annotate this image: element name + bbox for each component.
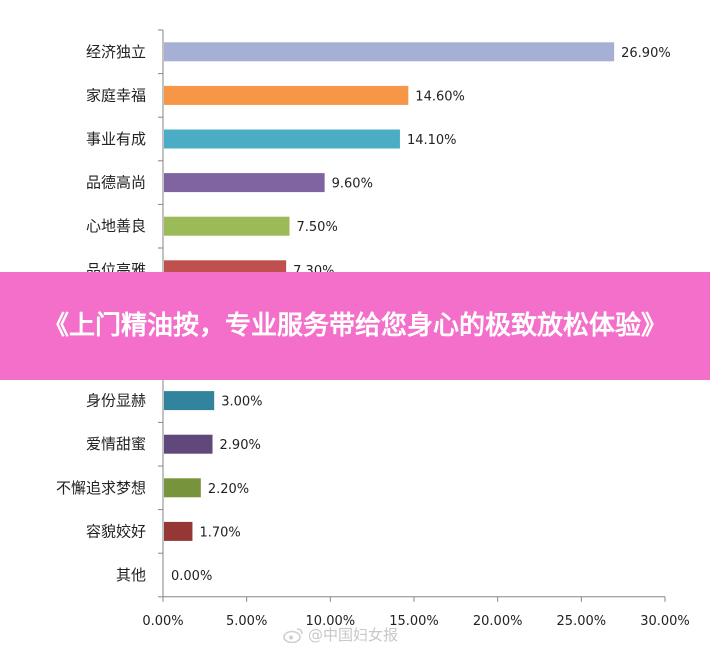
category-label: 爱情甜蜜 [86,435,146,453]
category-label: 不懈追求梦想 [56,479,146,497]
category-label: 容貌姣好 [86,522,146,540]
x-tick-labels: 0.00% 5.00% 10.00% 15.00% 20.00% 25.00% 30.00% [142,614,689,629]
category-label: 心地善良 [86,217,146,235]
value-label: 26.90% [621,46,671,61]
x-tick-label: 5.00% [226,614,267,629]
value-label: 14.10% [407,133,457,148]
overlay-banner: 《上门精油按，专业服务带给您身心的极致放松体验》 [0,272,710,380]
category-label: 经济独立 [86,43,146,61]
category-label: 其他 [116,566,146,584]
value-label: 3.00% [221,395,262,410]
category-label: 事业有成 [86,130,146,148]
weibo-icon [283,627,303,643]
x-tick-label: 20.00% [473,614,523,629]
x-tick-label: 30.00% [640,614,690,629]
bar [164,42,615,62]
bar [164,478,201,498]
watermark-text: @中国妇女报 [308,626,399,644]
bar [164,434,213,454]
x-tick-label: 10.00% [306,614,356,629]
bar [164,129,400,149]
bar [164,216,290,236]
watermark: @中国妇女报 [282,624,398,645]
bar [164,85,409,105]
value-label: 14.60% [415,89,465,104]
value-label: 1.70% [199,525,240,540]
bars-layer [164,42,615,541]
bar [164,521,193,541]
bar [164,391,215,411]
value-label: 2.90% [220,438,261,453]
banner-title: 《上门精油按，专业服务带给您身心的极致放松体验》 [42,311,667,341]
value-label: 2.20% [208,482,249,497]
value-label: 9.60% [332,177,373,192]
value-label: 7.50% [297,220,338,235]
x-tick-label: 0.00% [142,614,183,629]
x-tick-label: 25.00% [557,614,607,629]
category-label: 家庭幸福 [86,86,146,104]
category-label: 品德高尚 [86,174,146,192]
category-label: 身份显赫 [86,392,146,410]
x-tick-label: 15.00% [389,614,439,629]
value-label: 0.00% [171,569,212,584]
bar [164,173,325,193]
